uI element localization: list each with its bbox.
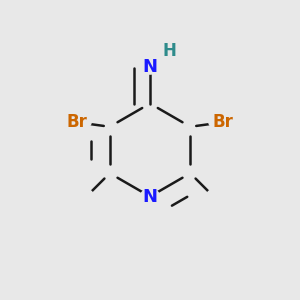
Ellipse shape	[164, 45, 175, 57]
Ellipse shape	[142, 61, 158, 74]
Ellipse shape	[81, 190, 93, 202]
Text: H: H	[163, 42, 176, 60]
Ellipse shape	[62, 114, 91, 130]
Ellipse shape	[207, 190, 219, 202]
Ellipse shape	[209, 114, 238, 130]
Ellipse shape	[140, 189, 160, 204]
Text: N: N	[142, 58, 158, 76]
Text: Br: Br	[66, 113, 87, 131]
Text: Br: Br	[213, 113, 234, 131]
Text: N: N	[142, 188, 158, 206]
